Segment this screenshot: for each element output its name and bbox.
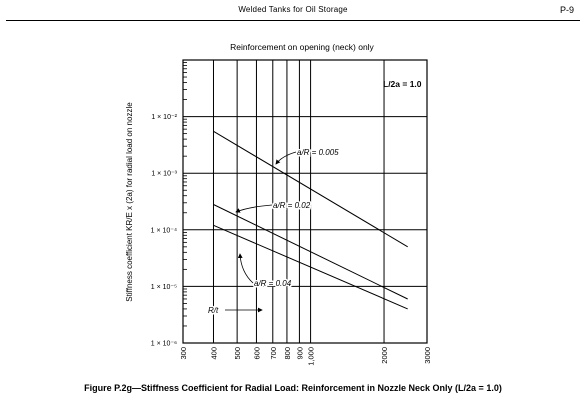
minor-ticks bbox=[183, 62, 187, 327]
series-line bbox=[213, 130, 408, 248]
page-header: Welded Tanks for Oil Storage P-9 bbox=[0, 0, 586, 22]
chart-title: Reinforcement on opening (neck) only bbox=[230, 42, 374, 52]
y-axis-label: Stiffness coefficient KR/E x (2a) for ra… bbox=[125, 102, 134, 302]
header-rule bbox=[6, 20, 580, 21]
stiffness-chart: Reinforcement on opening (neck) only a/R… bbox=[125, 42, 432, 366]
y-tick-label: 1 × 10⁻⁵ bbox=[151, 284, 177, 291]
y-tick-label: 1 × 10⁻² bbox=[151, 114, 177, 121]
series-leader-arrow bbox=[275, 151, 297, 165]
x-axis-label: R/t bbox=[208, 306, 219, 315]
x-tick-label: 3000 bbox=[423, 347, 432, 364]
annotation-layer: a/R = 0.005 a/R = 0.02 a/R = 0.04 R/t bbox=[207, 147, 341, 317]
x-tick-label: 1,000 bbox=[307, 347, 316, 366]
x-tick-label: 700 bbox=[269, 347, 278, 360]
x-tick-label: 400 bbox=[209, 347, 218, 360]
y-tick-labels: 1 × 10⁻⁶ 1 × 10⁻⁵ 1 × 10⁻⁴ 1 × 10⁻³ 1 × 10⁻² bbox=[151, 114, 178, 347]
x-tick-labels: 300 400 500 600 700 800 900 1,000 2000 3000 bbox=[179, 347, 432, 366]
series-leader-arrow bbox=[237, 253, 254, 284]
x-tick-label: 2000 bbox=[380, 347, 389, 364]
parameter-note: L/2a = 1.0 bbox=[383, 79, 422, 89]
x-tick-label: 300 bbox=[179, 347, 188, 360]
x-tick-label: 800 bbox=[283, 347, 292, 360]
y-tick-label: 1 × 10⁻⁴ bbox=[151, 227, 177, 234]
x-tick-label: 600 bbox=[252, 347, 261, 360]
series-line bbox=[213, 224, 408, 310]
series-label: a/R = 0.005 bbox=[297, 148, 339, 157]
series-line bbox=[213, 204, 408, 300]
x-tick-label: 900 bbox=[295, 347, 304, 360]
plot-frame bbox=[182, 59, 428, 344]
figure-caption: Figure P.2g—Stiffness Coefficient for Ra… bbox=[84, 383, 502, 393]
series-layer bbox=[213, 130, 408, 310]
series-label: a/R = 0.04 bbox=[254, 279, 292, 288]
series-label: a/R = 0.02 bbox=[273, 201, 311, 210]
y-tick-label: 1 × 10⁻⁶ bbox=[151, 341, 177, 348]
header-title: Welded Tanks for Oil Storage bbox=[238, 5, 348, 14]
series-leader-arrow bbox=[235, 204, 273, 213]
x-tick-label: 500 bbox=[233, 347, 242, 360]
page-number: P-9 bbox=[559, 5, 574, 15]
y-tick-label: 1 × 10⁻³ bbox=[151, 171, 177, 178]
